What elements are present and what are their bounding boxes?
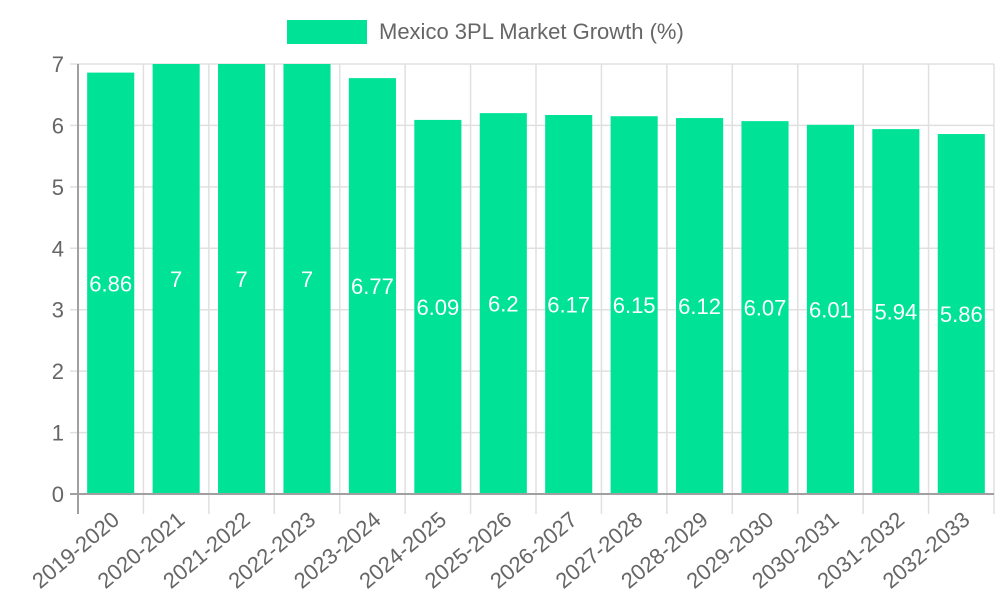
bar[interactable] — [806, 124, 854, 495]
y-tick-label: 5 — [52, 175, 64, 200]
data-label: 6.07 — [744, 296, 787, 321]
chart-legend: Mexico 3PL Market Growth (%) — [287, 19, 684, 45]
legend-swatch[interactable] — [287, 20, 367, 44]
bar[interactable] — [610, 116, 658, 494]
y-tick-label: 6 — [52, 113, 64, 138]
bar[interactable] — [545, 114, 593, 494]
data-label: 5.86 — [940, 302, 983, 327]
data-label: 7 — [170, 267, 182, 292]
y-tick-label: 3 — [52, 298, 64, 323]
gridlines — [70, 63, 995, 514]
x-axis-labels: 2019-20202020-20212021-20222022-20232023… — [27, 507, 974, 594]
bar[interactable] — [414, 119, 462, 495]
bar[interactable] — [676, 118, 724, 495]
y-tick-label: 1 — [52, 421, 64, 446]
bar[interactable] — [479, 113, 527, 495]
bar[interactable] — [218, 64, 266, 494]
data-labels: 6.86 7 7 7 6.77 6.09 6.2 6.17 6.15 6.12 6.07 6.01 5.… — [89, 267, 982, 327]
data-label: 6.09 — [416, 295, 459, 320]
bar[interactable] — [937, 134, 985, 494]
data-label: 6.01 — [809, 297, 852, 322]
data-label: 6.12 — [678, 294, 721, 319]
bar[interactable] — [741, 121, 789, 494]
bars — [87, 64, 985, 495]
y-axis-labels: 0 1 2 3 4 5 6 7 — [52, 52, 64, 507]
y-tick-label: 2 — [52, 359, 64, 384]
axes — [70, 64, 994, 514]
data-label: 5.94 — [874, 300, 917, 325]
data-label: 6.17 — [547, 292, 590, 317]
bar[interactable] — [348, 78, 396, 494]
bar[interactable] — [87, 72, 135, 494]
y-tick-label: 7 — [52, 52, 64, 77]
bar[interactable] — [872, 129, 920, 494]
data-label: 7 — [235, 267, 247, 292]
data-label: 6.86 — [89, 271, 132, 296]
legend-label: Mexico 3PL Market Growth (%) — [379, 19, 684, 44]
bar[interactable] — [283, 64, 331, 494]
y-tick-label: 0 — [52, 482, 64, 507]
data-label: 6.15 — [613, 293, 656, 318]
y-tick-label: 4 — [52, 236, 64, 261]
data-label: 6.2 — [488, 292, 519, 317]
bar[interactable] — [152, 64, 200, 494]
data-label: 7 — [301, 267, 313, 292]
data-label: 6.77 — [351, 274, 394, 299]
